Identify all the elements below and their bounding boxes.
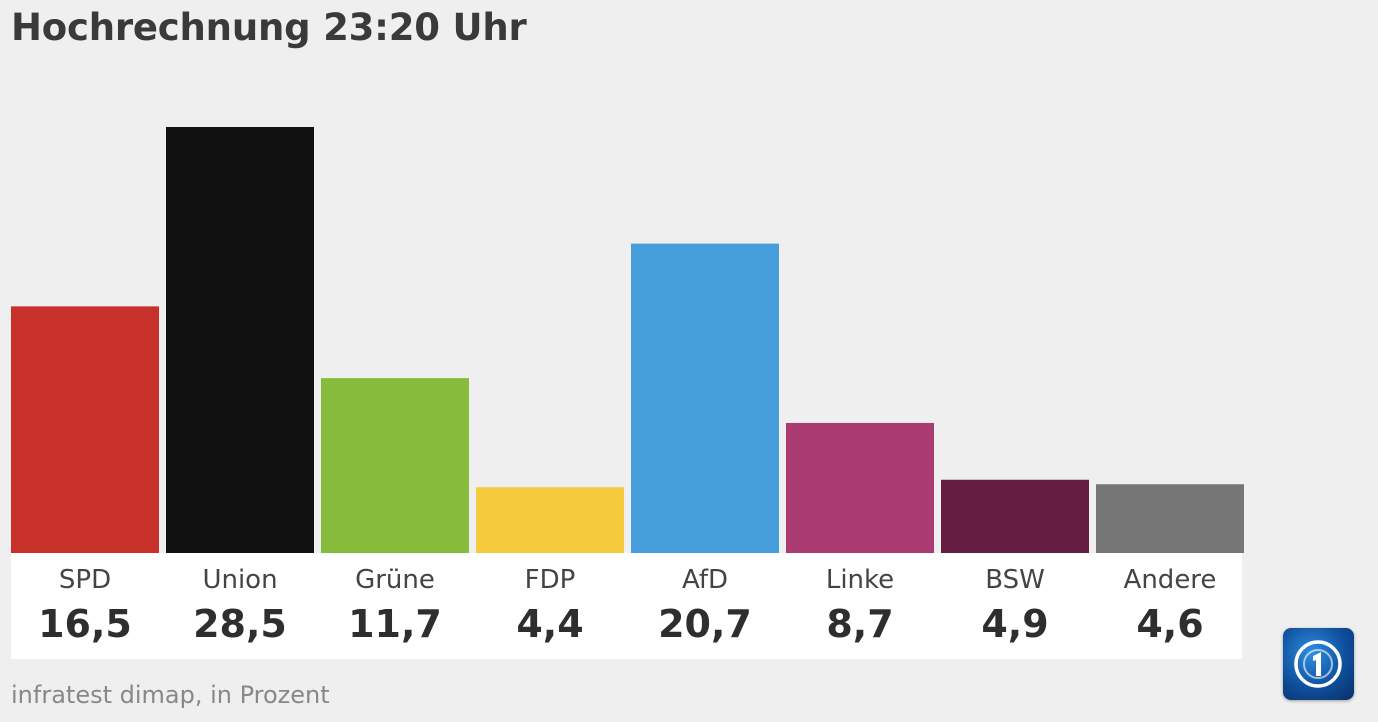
- category-label: Union: [202, 565, 278, 595]
- category-label: Andere: [1123, 565, 1217, 595]
- value-label: 11,7: [348, 602, 442, 646]
- category-label: SPD: [58, 565, 112, 595]
- bar-grüne: [321, 378, 469, 553]
- category-label: Grüne: [355, 565, 435, 595]
- bar-fdp: [476, 487, 624, 553]
- category-label: AfD: [681, 565, 729, 595]
- bar-union: [166, 127, 314, 553]
- value-label: 4,6: [1136, 602, 1204, 646]
- bar-linke: [786, 422, 934, 553]
- bar-bsw: [941, 479, 1089, 553]
- value-label: 28,5: [193, 602, 287, 646]
- label-panel: [11, 553, 1242, 659]
- bar-afd: [631, 243, 779, 553]
- chart-title: Hochrechnung 23:20 Uhr: [11, 6, 527, 49]
- source-note: infratest dimap, in Prozent: [11, 681, 330, 709]
- tagesschau-logo-icon: [1283, 628, 1354, 700]
- value-label: 8,7: [826, 602, 894, 646]
- bar-andere: [1096, 484, 1244, 553]
- value-label: 4,9: [981, 602, 1049, 646]
- bar-spd: [11, 306, 159, 553]
- value-label: 16,5: [38, 602, 132, 646]
- category-label: BSW: [985, 565, 1045, 595]
- category-label: Linke: [825, 565, 895, 595]
- value-label: 4,4: [516, 602, 584, 646]
- bar-chart: [11, 127, 1244, 553]
- category-label: FDP: [524, 565, 576, 595]
- value-label: 20,7: [658, 602, 752, 646]
